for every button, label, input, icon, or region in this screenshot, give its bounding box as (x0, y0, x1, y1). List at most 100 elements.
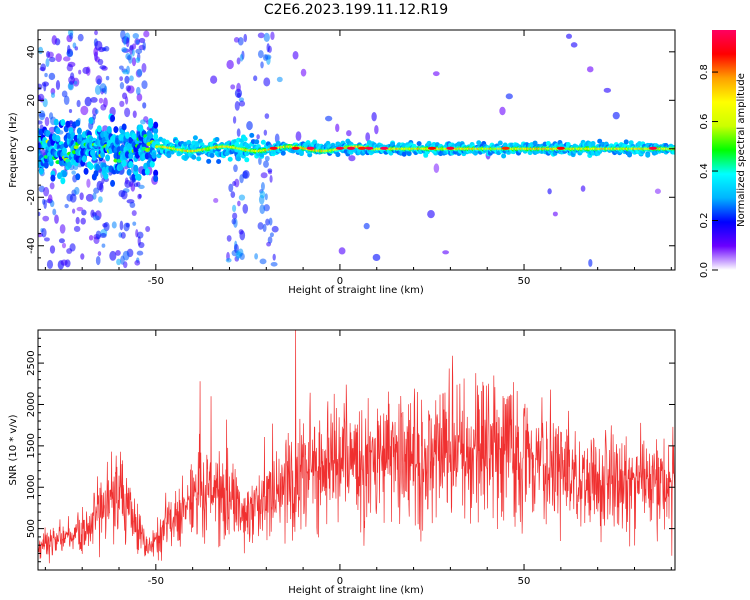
colorbar-ticks: 0.0 0.2 0.4 0.6 0.8 (699, 64, 718, 278)
spectrogram-ytick-label: 40 (26, 45, 37, 58)
heatmap-noise-column-cell (263, 160, 269, 168)
heatmap-band-cell (476, 140, 482, 146)
heatmap-noise-cell (586, 66, 594, 73)
heatmap-noise-column-cell (102, 125, 109, 132)
heatmap-noise-cell (90, 96, 98, 103)
heatmap-noise-column-cell (243, 33, 248, 43)
heatmap-noise-column-cell (120, 30, 126, 40)
heatmap-hotspot (648, 146, 657, 150)
heatmap-band-cell (335, 152, 341, 158)
heatmap-band-cell (121, 123, 127, 131)
snr-xtick-label: 0 (337, 576, 343, 587)
heatmap-noise-column-cell (125, 37, 130, 48)
heatmap-band-cell (88, 117, 94, 125)
colorbar-bar (712, 30, 736, 270)
heatmap-band-cell (126, 168, 132, 176)
heatmap-noise-cell (48, 72, 56, 81)
heatmap-noise-cell (62, 56, 71, 62)
heatmap-noise-cell (372, 253, 381, 261)
heatmap-noise-column-cell (68, 109, 73, 114)
heatmap-noise-column-cell (260, 61, 264, 69)
spectrogram-xtick-label: 0 (337, 276, 343, 287)
heatmap-noise-column-cell (135, 229, 139, 238)
heatmap-band-cell (153, 169, 159, 177)
heatmap-noise-column-cell (38, 46, 44, 55)
heatmap-band-cell (149, 160, 155, 168)
heatmap-noise-column-cell (135, 39, 140, 45)
heatmap-noise-cell (115, 250, 121, 256)
snr-ytick-label: 1500 (26, 433, 37, 458)
heatmap-noise-column-cell (268, 217, 273, 226)
heatmap-noise-column-cell (42, 215, 50, 222)
heatmap-noise-column-cell (77, 33, 84, 42)
heatmap-noise-cell (61, 242, 67, 249)
heatmap-band-cell (627, 150, 633, 156)
heatmap-hotspot (446, 146, 455, 150)
heatmap-noise-cell (54, 214, 59, 224)
heatmap-noise-column-cell (125, 85, 132, 92)
heatmap-noise-column-cell (41, 227, 47, 238)
heatmap-noise-column-cell (231, 218, 237, 225)
heatmap-noise-column-cell (136, 250, 144, 256)
heatmap-noise-column-cell (269, 232, 274, 238)
spectrogram-ytick-label: 20 (26, 94, 37, 107)
heatmap-noise-cell (210, 75, 218, 84)
chart-title: C2E6.2023.199.11.12.R19 (264, 2, 448, 18)
heatmap-noise-column-cell (97, 251, 102, 257)
heatmap-noise-column-cell (124, 177, 129, 185)
heatmap-band-cell (50, 174, 56, 182)
heatmap-noise-cell (79, 192, 84, 201)
heatmap-noise-column-cell (259, 204, 266, 215)
heatmap-noise-cell (335, 123, 340, 133)
heatmap-band-cell (153, 121, 159, 129)
heatmap-noise-column-cell (238, 229, 244, 235)
heatmap-noise-column-cell (43, 199, 47, 210)
heatmap-band-cell (96, 125, 102, 133)
heatmap-noise-column-cell (236, 128, 241, 137)
heatmap-band-cell (148, 132, 154, 140)
heatmap-noise-column-cell (263, 32, 270, 43)
heatmap-noise-cell (226, 59, 234, 70)
heatmap-noise-cell (570, 42, 578, 48)
heatmap-noise-cell (136, 93, 143, 102)
heatmap-noise-column-cell (132, 33, 140, 39)
heatmap-hotspot (501, 146, 510, 150)
heatmap-noise-column-cell (69, 243, 76, 252)
heatmap-band-cell (65, 120, 71, 128)
snr-xtick-label: -50 (148, 576, 164, 587)
heatmap-noise-column-cell (97, 58, 104, 66)
heatmap-band-cell (75, 173, 81, 181)
heatmap-noise-column-cell (266, 43, 270, 53)
heatmap-noise-column-cell (137, 193, 142, 200)
heatmap-noise-column-cell (258, 156, 262, 166)
heatmap-noise-cell (442, 250, 450, 255)
heatmap-band-cell (110, 114, 116, 122)
spectrogram-xtick-label: 50 (518, 276, 531, 287)
spectrogram-ytick-label: -40 (26, 238, 37, 254)
heatmap-noise-column-cell (71, 170, 76, 175)
heatmap-noise-cell (55, 53, 62, 62)
heatmap-band-cell (62, 147, 68, 155)
heatmap-noise-column-cell (38, 120, 43, 125)
heatmap-noise-column-cell (118, 65, 124, 70)
heatmap-noise-column-cell (234, 100, 240, 111)
heatmap-noise-cell (80, 105, 89, 116)
heatmap-noise-column-cell (121, 47, 128, 53)
heatmap-noise-column-cell (123, 37, 127, 46)
heatmap-noise-column-cell (238, 194, 246, 201)
heatmap-band-cell (76, 127, 82, 135)
heatmap-noise-column-cell (124, 107, 131, 118)
heatmap-hotspot (427, 146, 436, 150)
heatmap-noise-cell (338, 247, 346, 255)
colorbar-tick-label: 0.0 (699, 262, 710, 278)
heatmap-noise-column-cell (232, 116, 237, 124)
heatmap-noise-column-cell (119, 220, 124, 231)
heatmap-noise-column-cell (94, 84, 102, 95)
heatmap-noise-cell (432, 71, 440, 77)
heatmap-noise-column-cell (235, 250, 240, 260)
heatmap-noise-column-cell (45, 57, 50, 68)
heatmap-noise-column-cell (99, 83, 107, 93)
heatmap-noise-column-cell (95, 255, 101, 266)
heatmap-noise-cell (612, 111, 620, 120)
heatmap-noise-cell (371, 111, 377, 122)
